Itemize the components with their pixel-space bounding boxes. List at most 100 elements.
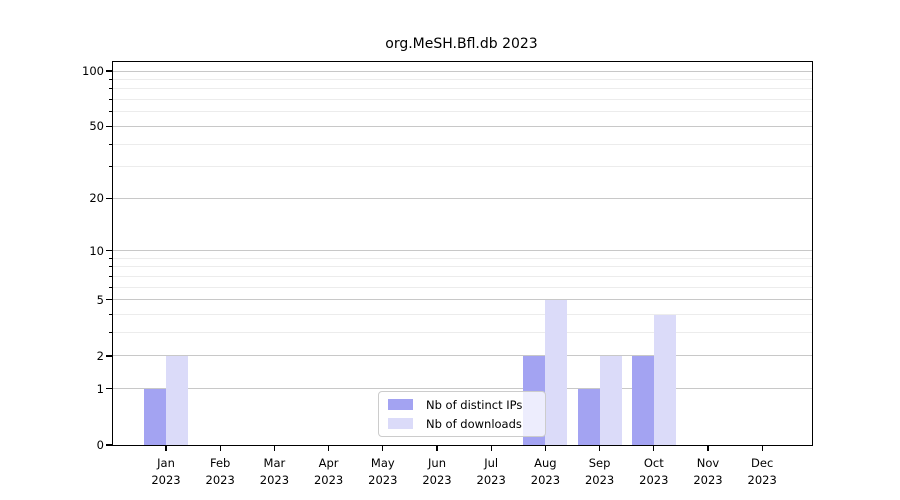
y-tick-label: 5: [96, 292, 104, 307]
x-tick-year: 2023: [422, 472, 452, 487]
x-tick-year: 2023: [584, 472, 615, 487]
bar-downloads: [653, 314, 676, 445]
y-tick: [106, 444, 113, 446]
x-tick-year: 2023: [313, 472, 344, 487]
gridline-major: [113, 388, 812, 390]
x-tick: [761, 445, 763, 451]
gridline-minor: [113, 314, 812, 316]
x-tick: [544, 445, 547, 451]
x-tick-year: 2023: [205, 472, 235, 487]
x-tick-month: Sep: [588, 456, 611, 470]
y-minor-tick: [109, 166, 113, 168]
x-tick-label: Jul 2023: [461, 455, 521, 488]
gridline-minor: [113, 99, 812, 101]
gridline-minor: [113, 143, 812, 145]
y-tick: [106, 70, 113, 72]
x-tick-month: Jun: [428, 456, 446, 470]
legend: Nb of distinct IPs Nb of downloads: [378, 391, 546, 437]
gridline-minor: [113, 276, 812, 278]
x-tick-label: Apr 2023: [299, 455, 359, 488]
gridline-minor: [113, 166, 812, 168]
x-tick-month: Jan: [157, 456, 175, 470]
x-tick-label: Feb 2023: [190, 455, 250, 488]
gridline-major: [113, 355, 812, 357]
legend-row-distinct-ips: Nb of distinct IPs: [388, 398, 545, 412]
x-tick: [382, 445, 384, 451]
x-tick-year: 2023: [639, 472, 669, 487]
gridline-minor: [113, 257, 812, 259]
gridline-minor: [113, 286, 812, 288]
x-tick-label: Oct 2023: [624, 455, 684, 488]
y-minor-tick: [109, 99, 113, 101]
y-tick-label: 10: [89, 243, 104, 258]
x-tick-month: May: [370, 456, 395, 470]
gridline-major: [113, 299, 812, 301]
x-tick: [490, 445, 492, 451]
x-tick: [436, 445, 438, 451]
x-tick-year: 2023: [259, 472, 290, 487]
y-minor-tick: [109, 257, 113, 259]
bar-distinct-ips: [144, 388, 166, 445]
x-tick-label: Aug 2023: [515, 455, 575, 488]
x-tick-year: 2023: [476, 472, 506, 487]
y-tick-label: 100: [82, 64, 104, 79]
x-tick-year: 2023: [747, 472, 777, 487]
x-tick: [598, 445, 601, 451]
bar-downloads: [545, 299, 568, 445]
gridline-minor: [113, 266, 812, 268]
x-tick-year: 2023: [151, 472, 181, 487]
x-tick-month: Mar: [263, 456, 286, 470]
gridline-major: [113, 70, 812, 72]
x-tick-label: Mar 2023: [244, 455, 304, 488]
x-tick-label: May 2023: [353, 455, 413, 488]
chart-title: org.MeSH.Bfl.db 2023: [385, 36, 538, 52]
bar-downloads: [599, 356, 622, 445]
x-tick: [273, 445, 276, 451]
legend-label-distinct-ips: Nb of distinct IPs: [426, 397, 523, 412]
legend-label-downloads: Nb of downloads: [426, 416, 522, 431]
x-tick-year: 2023: [368, 472, 398, 487]
x-tick: [327, 445, 330, 451]
gridline-major: [113, 197, 812, 199]
bar-distinct-ips: [631, 356, 654, 445]
gridline-minor: [113, 111, 812, 113]
y-tick: [106, 125, 113, 128]
y-minor-tick: [109, 88, 113, 90]
y-tick: [106, 299, 113, 301]
x-tick-label: Jun 2023: [407, 455, 467, 488]
x-tick-month: Jul: [484, 456, 499, 470]
x-tick-month: Oct: [643, 456, 664, 470]
y-tick: [106, 388, 113, 390]
y-tick-label: 0: [96, 438, 104, 452]
legend-swatch-distinct-ips: [388, 399, 413, 410]
y-tick: [106, 355, 113, 357]
bar-downloads: [166, 356, 188, 445]
x-tick-label: Dec 2023: [732, 455, 792, 488]
x-tick-year: 2023: [530, 472, 561, 487]
y-tick: [106, 197, 113, 199]
x-tick-label: Nov 2023: [678, 455, 738, 488]
y-tick-label: 2: [96, 348, 104, 363]
x-tick-month: Dec: [751, 456, 774, 470]
y-minor-tick: [109, 276, 113, 278]
x-tick: [165, 445, 167, 451]
y-minor-tick: [109, 143, 113, 145]
gridline-major: [113, 250, 812, 252]
y-minor-tick: [109, 332, 113, 334]
x-tick: [219, 445, 221, 451]
x-tick-month: Feb: [210, 456, 231, 470]
x-tick-month: Apr: [318, 456, 339, 470]
x-tick: [653, 445, 655, 451]
bar-distinct-ips: [577, 388, 600, 445]
y-minor-tick: [109, 266, 113, 268]
gridline-major: [113, 125, 812, 127]
y-minor-tick: [109, 314, 113, 316]
y-tick-label: 20: [89, 191, 104, 206]
legend-swatch-downloads: [388, 418, 413, 429]
y-tick-label: 1: [96, 381, 104, 396]
gridline-minor: [113, 79, 812, 81]
y-tick: [106, 250, 113, 252]
gridline-minor: [113, 332, 812, 334]
y-minor-tick: [109, 286, 113, 288]
